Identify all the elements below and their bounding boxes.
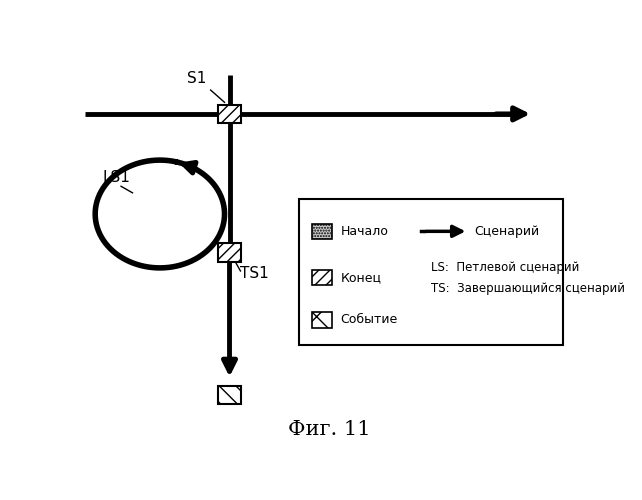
- Text: Конец: Конец: [340, 271, 381, 284]
- Bar: [311, 224, 331, 239]
- Text: Событие: Событие: [340, 314, 397, 326]
- Text: LS1: LS1: [103, 170, 130, 185]
- Text: S1: S1: [187, 71, 207, 86]
- Bar: [218, 244, 241, 262]
- Bar: [299, 198, 563, 345]
- Text: LS:  Петлевой сценарий: LS: Петлевой сценарий: [431, 262, 579, 274]
- Bar: [311, 312, 331, 328]
- Text: TS1: TS1: [241, 266, 269, 281]
- Text: TS:  Завершающийся сценарий: TS: Завершающийся сценарий: [431, 282, 625, 295]
- Text: Начало: Начало: [340, 225, 388, 238]
- Text: Фиг. 11: Фиг. 11: [288, 420, 370, 439]
- Bar: [218, 104, 241, 123]
- Bar: [311, 270, 331, 285]
- Bar: [218, 386, 241, 404]
- Text: Сценарий: Сценарий: [474, 225, 539, 238]
